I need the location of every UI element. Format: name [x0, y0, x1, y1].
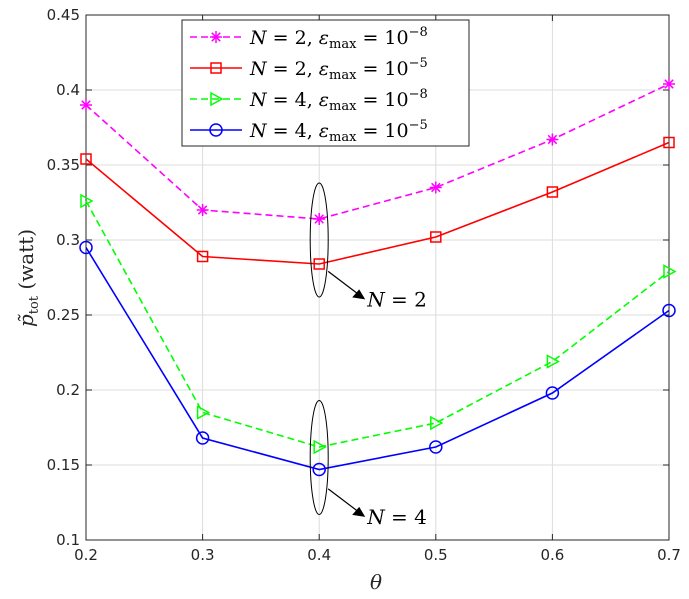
data-point-s1 — [546, 133, 559, 146]
annotation-arrowhead — [352, 289, 366, 300]
data-point-s2 — [546, 186, 559, 198]
data-point-s4 — [662, 303, 676, 318]
data-point-s3 — [430, 415, 444, 431]
y-tick-label: 0.3 — [56, 231, 80, 249]
y-axis-label-sub: tot — [27, 295, 42, 314]
data-point-s4 — [79, 240, 93, 255]
data-point-s3 — [663, 264, 677, 279]
y-axis-label: p̃tot (watt) — [14, 229, 42, 327]
data-point-s2 — [196, 250, 209, 263]
star-stroke — [547, 134, 558, 145]
series-line-2 — [85, 141, 670, 265]
data-point-s1 — [663, 78, 675, 90]
star-stroke — [664, 79, 674, 89]
annotation-label: N = 4 — [366, 505, 427, 529]
annotation-arrowhead — [352, 506, 366, 517]
legend-label-4: N = 4, εmax = 10−5 — [249, 118, 428, 145]
legend-marker-1 — [210, 31, 222, 43]
annotation-ellipse — [309, 400, 329, 515]
x-axis-label: θ — [370, 570, 382, 594]
legend-marker-4 — [209, 123, 223, 137]
x-tick-label: 0.2 — [74, 546, 98, 564]
data-point-s1 — [429, 181, 442, 194]
legend: N = 2, εmax = 10−8 N = 2, εmax = 10−5 N = … — [181, 19, 470, 147]
star-stroke — [431, 182, 441, 193]
data-point-s4 — [195, 431, 210, 445]
svg-text:p̃tot (watt): p̃tot (watt) — [14, 229, 42, 327]
axes — [85, 14, 670, 541]
data-point-s4 — [545, 386, 560, 400]
legend-label-3: N = 4, εmax = 10−8 — [249, 87, 428, 114]
data-point-s2 — [663, 136, 675, 149]
data-point-s4 — [312, 462, 326, 477]
y-tick-label: 0.25 — [47, 306, 80, 324]
x-tick-label: 0.6 — [540, 546, 564, 564]
legend-marker-2 — [210, 62, 222, 74]
data-point-s2 — [80, 153, 92, 165]
annotation-arrow — [327, 270, 362, 297]
legend-label-1: N = 2, εmax = 10−8 — [249, 25, 428, 52]
y-tick-label: 0.4 — [56, 81, 80, 99]
star-stroke — [314, 214, 324, 224]
y-tick-label: 0.2 — [56, 381, 80, 399]
star-stroke — [197, 205, 208, 215]
data-point-s3 — [313, 439, 327, 455]
data-point-s2 — [430, 231, 442, 243]
data-point-s1 — [313, 213, 326, 225]
annotation-arrow — [327, 488, 362, 515]
x-tick-label: 0.7 — [657, 546, 681, 564]
series-line-3 — [85, 200, 670, 448]
series-line-4 — [85, 247, 670, 471]
y-axis-label-unit: (watt) — [14, 229, 38, 290]
star-stroke — [211, 32, 221, 42]
annotation-ellipse — [309, 182, 329, 298]
y-axis-label-main: p̃ — [14, 314, 38, 327]
legend-box — [181, 19, 470, 147]
data-point-s1 — [196, 204, 209, 216]
y-tick-label: 0.35 — [47, 156, 80, 174]
data-point-s3 — [80, 193, 94, 209]
series-markers — [79, 78, 677, 477]
tick-labels: 0.2 0.3 0.4 0.5 0.6 0.7 0.1 0.15 0.2 0.25 0.3 0.35 0… — [47, 6, 681, 564]
plot-frame — [85, 14, 670, 541]
star-stroke — [81, 100, 91, 110]
x-tick-label: 0.5 — [424, 546, 448, 564]
series-line-1 — [85, 83, 670, 220]
data-point-s4 — [429, 440, 443, 454]
x-tick-label: 0.4 — [307, 546, 331, 564]
data-point-s2 — [313, 258, 325, 270]
legend-label-2: N = 2, εmax = 10−5 — [249, 56, 428, 83]
x-tick-label: 0.3 — [191, 546, 215, 564]
y-tick-label: 0.45 — [47, 6, 80, 24]
series-lines — [85, 83, 670, 471]
legend-marker-3 — [210, 91, 224, 107]
y-tick-label: 0.15 — [47, 456, 80, 474]
data-point-s1 — [80, 99, 92, 111]
annotations: N = 2 N = 4 — [309, 182, 427, 529]
annotation-label: N = 2 — [366, 287, 427, 311]
data-point-s3 — [546, 354, 560, 369]
y-tick-label: 0.1 — [56, 531, 80, 549]
data-point-s3 — [196, 405, 211, 420]
